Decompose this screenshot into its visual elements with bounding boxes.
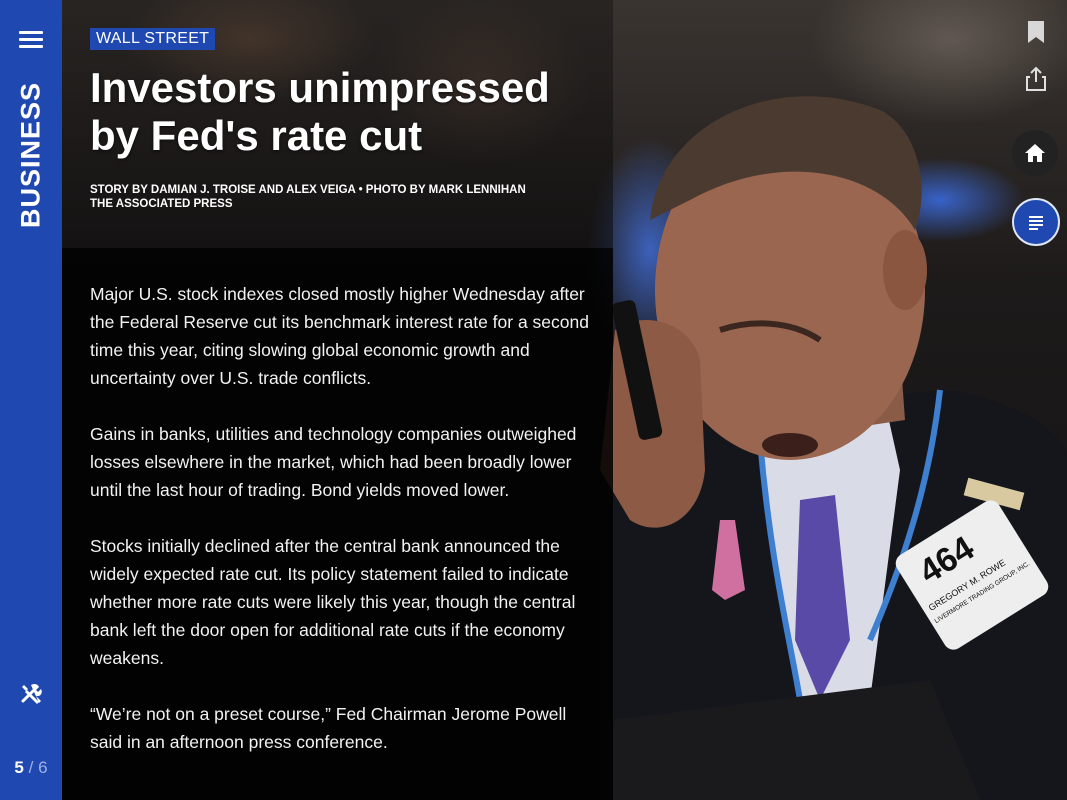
tools-icon[interactable]	[19, 681, 45, 707]
article-paragraph: Major U.S. stock indexes closed mostly h…	[90, 284, 589, 388]
article-paragraph: “We’re not on a preset course,” Fed Chai…	[90, 704, 567, 752]
page-separator: /	[28, 758, 34, 777]
headline-line-1: Investors unimpressed	[90, 64, 550, 111]
home-button[interactable]	[1012, 130, 1058, 176]
table-of-contents-button[interactable]	[1012, 198, 1060, 246]
byline: STORY BY DAMIAN J. TROISE AND ALEX VEIGA…	[90, 183, 610, 211]
article-body-overlay	[62, 248, 613, 800]
headline-line-2: by Fed's rate cut	[90, 112, 423, 159]
article-body: Major U.S. stock indexes closed mostly h…	[90, 280, 595, 784]
share-icon[interactable]	[1024, 66, 1048, 92]
story-headline: Investors unimpressed by Fed's rate cut	[90, 64, 600, 160]
table-of-contents-icon	[1029, 216, 1043, 230]
byline-source: THE ASSOCIATED PRESS	[90, 198, 233, 210]
byline-credits: STORY BY DAMIAN J. TROISE AND ALEX VEIGA…	[90, 184, 526, 196]
section-label: BUSINESS	[15, 81, 46, 229]
home-icon	[1025, 144, 1045, 162]
hamburger-menu-icon[interactable]	[19, 31, 43, 49]
page-indicator: 5 / 6	[0, 758, 62, 778]
article-paragraph: Gains in banks, utilities and technology…	[90, 424, 577, 500]
bookmark-icon[interactable]	[1026, 20, 1046, 44]
story-kicker: WALL STREET	[90, 28, 216, 50]
section-rail: BUSINESS 5 / 6	[0, 0, 62, 800]
article-paragraph: Stocks initially declined after the cent…	[90, 536, 576, 668]
page-total: 6	[38, 758, 48, 777]
page-current: 5	[14, 758, 24, 777]
